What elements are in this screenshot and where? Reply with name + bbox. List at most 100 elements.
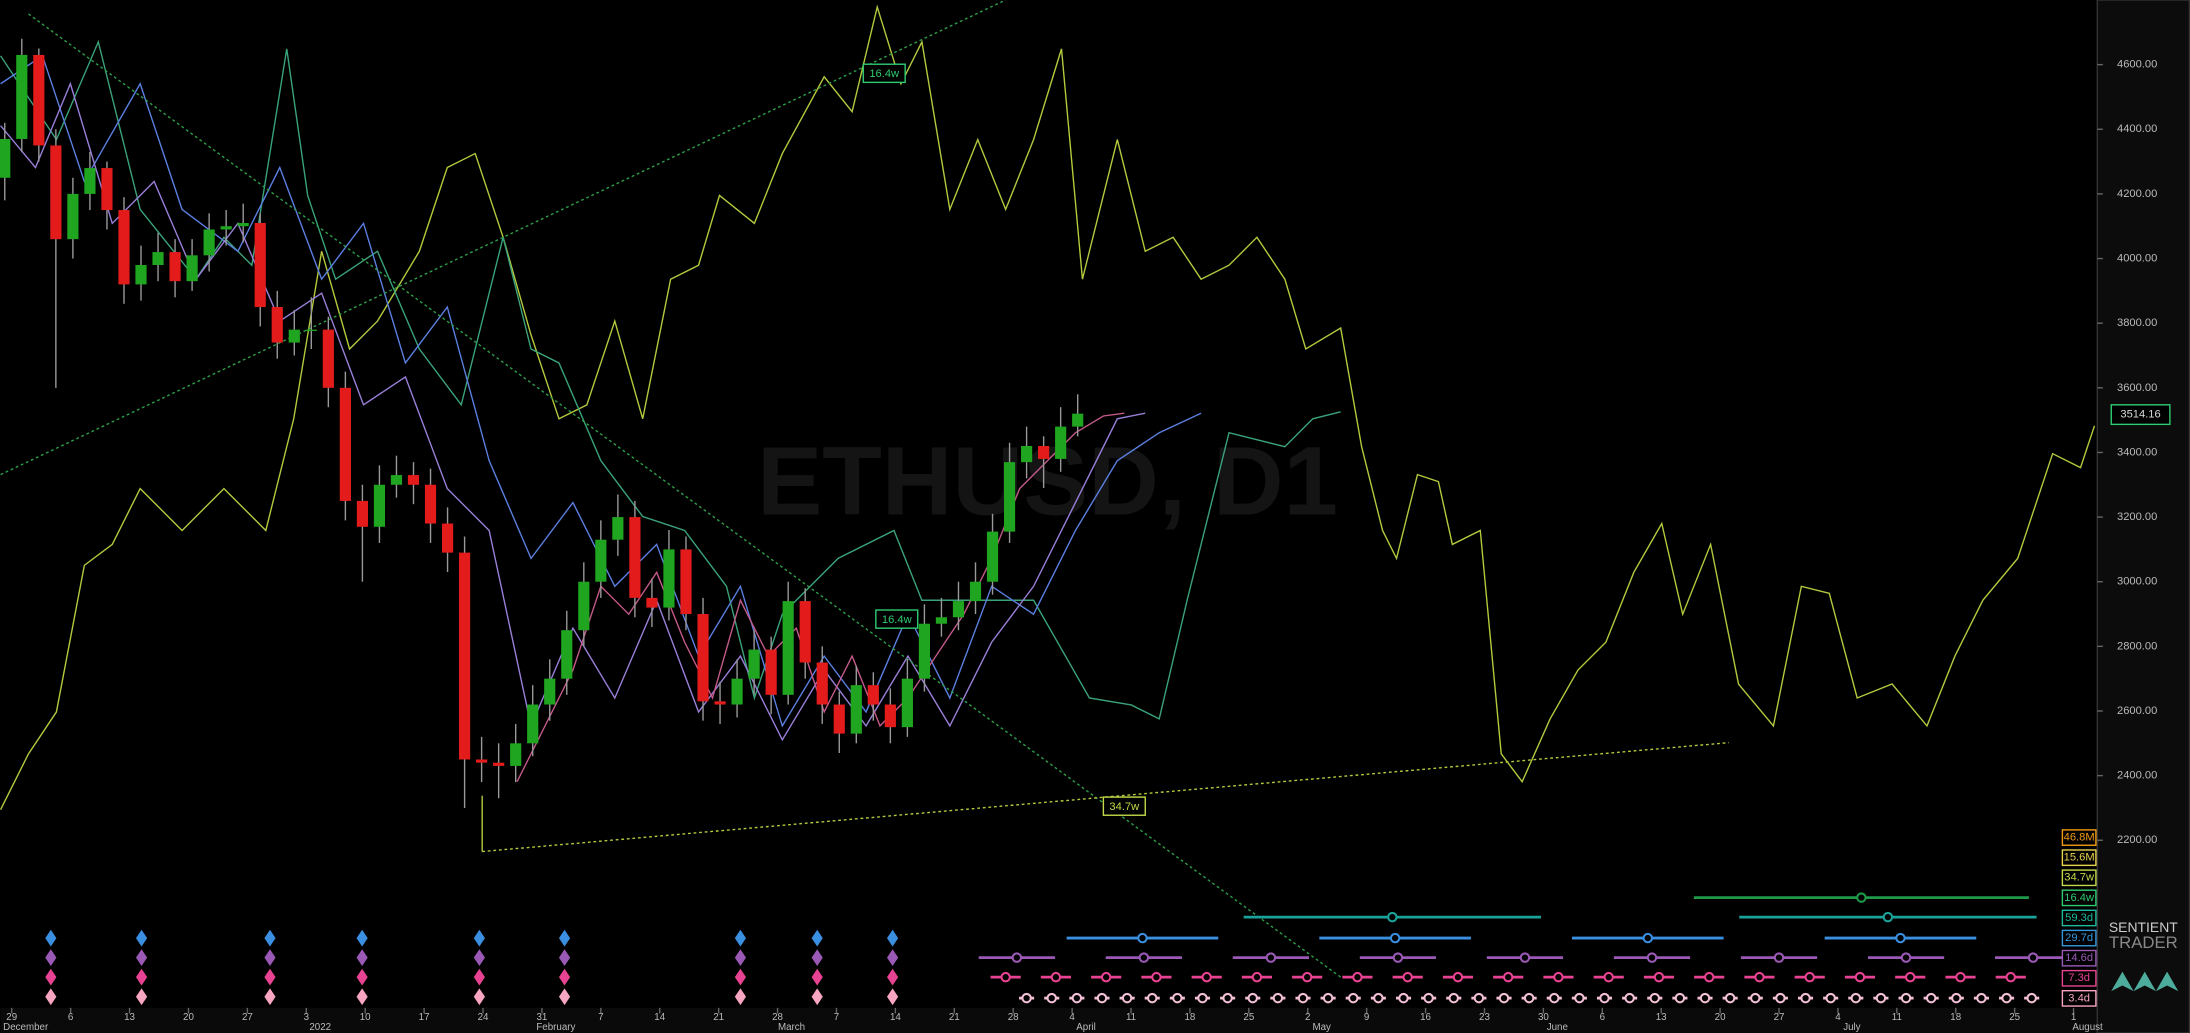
cycle-marker [1172,992,1183,1004]
cycle-diamond [473,968,485,986]
cycle-marker [1649,992,1661,1004]
cycle-marker [1775,992,1786,1004]
candle-body [288,329,300,343]
cycle-marker [1201,971,1212,983]
x-month-label: August [2072,1022,2103,1033]
cycle-marker [1301,971,1313,983]
candle-body [186,255,198,282]
annotation-box [875,609,919,629]
cycle-marker [1000,971,1011,983]
cycle-14-6d [0,81,1146,742]
last-price: 3514.16 [2120,409,2160,421]
cycle-diamond [45,968,57,986]
y-tick-label: 2400.00 [2117,770,2157,782]
x-tick-label: 30 [1538,1012,1549,1023]
candle-body [629,517,641,598]
cycle-diamond [811,988,823,1006]
candle-body [424,484,437,524]
x-tick-label: 3 [304,1012,309,1023]
candle-body [50,145,62,240]
cycle-marker [1895,932,1906,944]
cycle-marker [1398,992,1409,1004]
cycle-marker [1121,992,1133,1004]
cycle-marker [1265,952,1277,963]
cycle-marker [1724,992,1736,1004]
cycle-marker [2005,971,2016,983]
cycle-label: 15.6M [2064,852,2095,864]
cycle-marker [1674,992,1686,1004]
candle-body [152,252,164,266]
candle-body [407,475,420,485]
cycle-marker [1646,952,1658,963]
cycle-marker [1900,992,1912,1004]
cycle-label: 14.6d [2065,952,2093,964]
cycle-marker [1519,952,1531,963]
cycle-marker [1151,971,1162,983]
cycle-marker [1603,971,1614,983]
annotation-box [1102,796,1146,816]
x-tick-label: 9 [1364,1012,1369,1023]
cycle-diamond [356,968,368,986]
cycle-label: 3.4d [2068,992,2090,1004]
x-tick-label: 20 [183,1012,194,1023]
x-tick-label: 4 [1069,1012,1075,1023]
cycle-marker [1146,992,1158,1004]
candle-body [918,623,930,679]
last-price-box [2110,404,2171,426]
cycle-marker [1402,971,1413,983]
candle-body [493,762,505,766]
cycle-marker [1096,992,1108,1004]
price-axis [2096,0,2190,1033]
x-tick-label: 7 [834,1012,839,1023]
cycle-marker [1574,992,1585,1004]
x-month-label: 2022 [309,1022,331,1033]
cycle-diamond [264,968,276,986]
cycle-marker [1754,971,1765,983]
y-tick-label: 3000.00 [2117,576,2157,588]
x-tick-label: 29 [6,1012,17,1023]
cycle-marker [1348,992,1359,1004]
x-month-label: February [536,1022,575,1033]
cycle-marker [1046,992,1057,1004]
y-tick-label: 3800.00 [2117,317,2157,329]
candle-body [680,549,692,615]
cycle-marker [1247,992,1258,1004]
x-tick-label: 11 [1892,1012,1902,1023]
cycle-marker [2001,992,2012,1004]
cycle-diamond [45,929,57,947]
cycle-marker [1137,932,1148,944]
candle-body [118,210,130,285]
cycle-marker [1502,971,1514,983]
cycle-marker [1773,952,1785,963]
candle-body [935,617,948,624]
candle-body [850,685,862,734]
candle-body [527,704,539,744]
x-tick-label: 21 [949,1012,960,1023]
cycle-marker [1750,992,1761,1004]
cycle-marker [1854,971,1866,983]
y-tick-label: 4600.00 [2117,59,2157,71]
candle-body [612,517,624,540]
cycle-marker [1448,992,1459,1004]
candle-body [441,523,454,553]
cycle-markers [45,892,2072,1006]
candle-body [67,193,79,240]
y-tick-label: 4200.00 [2117,188,2157,200]
x-tick-label: 2 [1305,1012,1310,1023]
y-tick-label: 3400.00 [2117,446,2157,458]
candle-body [714,701,726,705]
x-tick-label: 20 [1715,1012,1726,1023]
x-tick-label: 23 [1479,1012,1490,1023]
cycle-marker [1804,971,1815,983]
candle-body [952,601,965,618]
brand: TRADER [2109,933,2178,952]
y-tick-label: 3600.00 [2117,382,2157,394]
y-tick-label: 2200.00 [2117,834,2157,846]
brand: SENTIENT [2109,919,2178,935]
cycle-diamond [473,929,485,947]
cycle-marker [1021,992,1032,1004]
candle-body [33,54,45,146]
x-tick-label: 4 [1835,1012,1841,1023]
cycle-marker [1352,971,1363,983]
x-tick-label: 16 [1420,1012,1431,1023]
